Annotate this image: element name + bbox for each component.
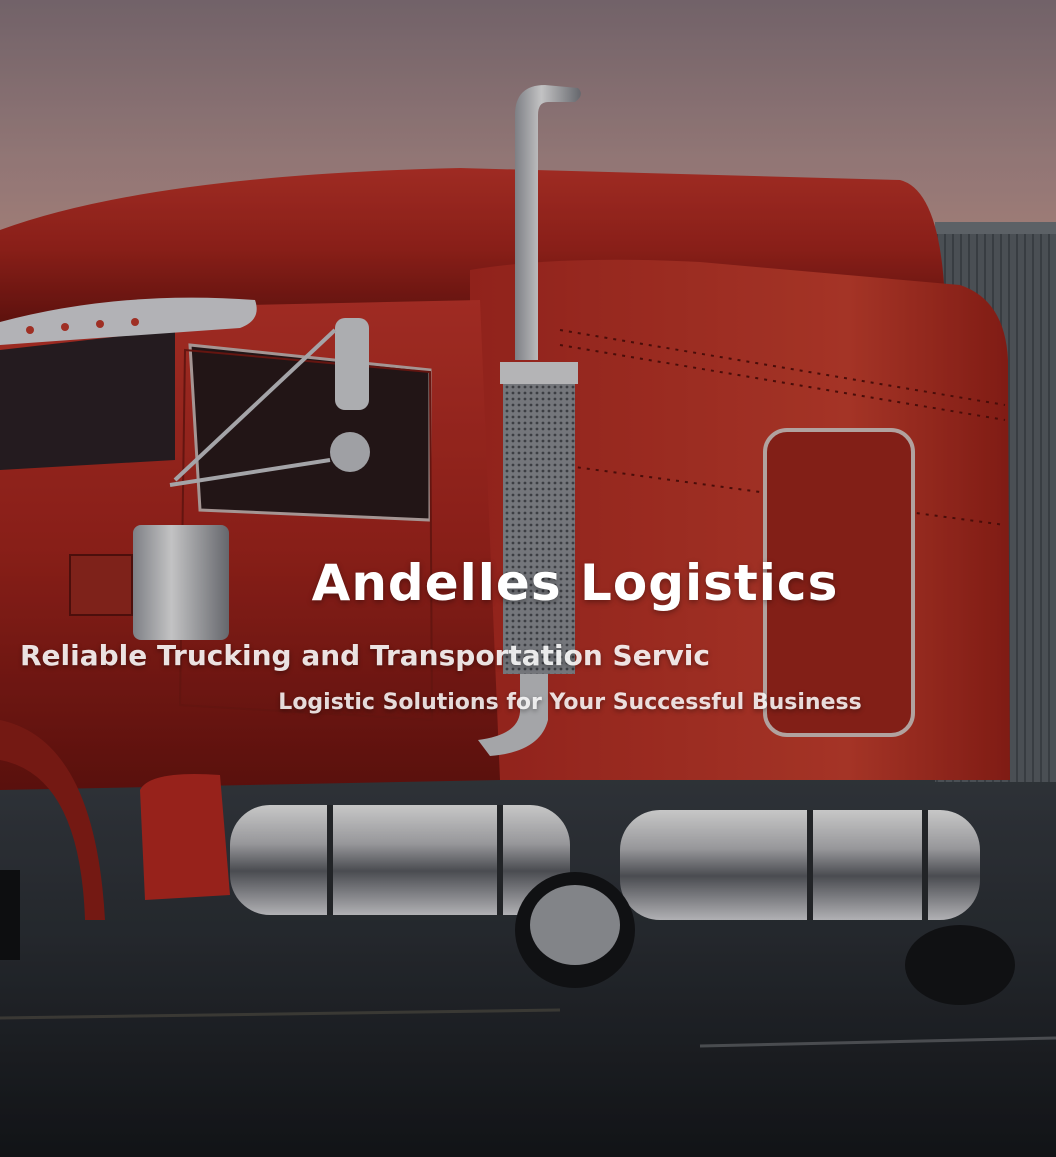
hero-subtitle: Logistic Solutions for Your Successful B… <box>278 690 862 715</box>
hero-tagline: Reliable Trucking and Transportation Ser… <box>20 639 710 672</box>
hero-title: Andelles Logistics <box>311 554 839 612</box>
